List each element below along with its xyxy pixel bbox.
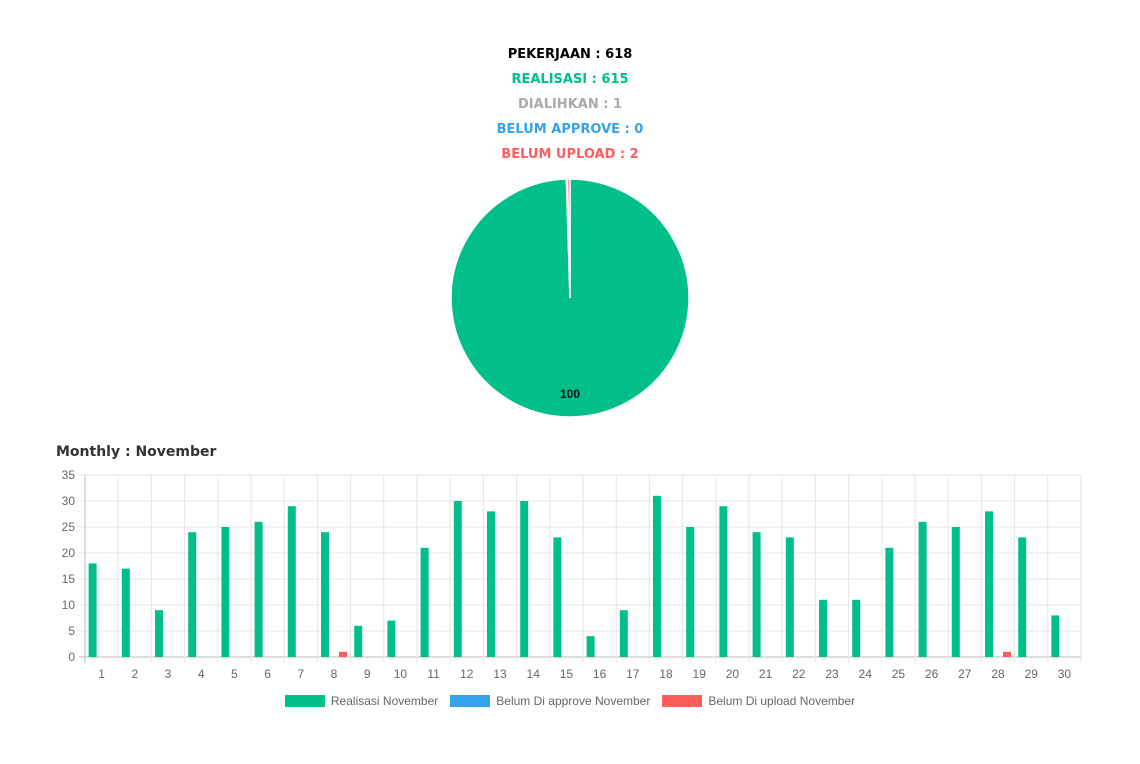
bar-0-22[interactable] (785, 537, 794, 657)
bar-2-8[interactable] (339, 651, 347, 657)
bar-0-11[interactable] (420, 547, 429, 657)
bar-0-8[interactable] (321, 532, 329, 657)
legend-swatch-belum-upload (662, 695, 703, 707)
x-tick-label: 18 (659, 667, 673, 681)
legend-label-belum-upload: Belum Di upload November (708, 694, 856, 708)
chart-legend: Realisasi November Belum Di approve Nove… (0, 694, 1140, 708)
summary-realisasi: REALISASI : 615 (511, 72, 629, 87)
bar-0-29[interactable] (1018, 537, 1027, 657)
y-tick-label: 30 (62, 494, 76, 508)
x-tick-label: 8 (331, 667, 338, 681)
bar-0-4[interactable] (188, 532, 197, 657)
bar-0-3[interactable] (155, 610, 163, 657)
summary-dialihkan: DIALIHKAN : 1 (518, 97, 622, 112)
x-tick-label: 27 (958, 667, 972, 681)
legend-swatch-realisasi (284, 695, 325, 707)
x-tick-label: 17 (626, 667, 640, 681)
bar-0-27[interactable] (951, 527, 960, 657)
bar-0-25[interactable] (885, 547, 894, 657)
x-tick-label: 13 (493, 667, 507, 681)
x-tick-label: 10 (394, 667, 408, 681)
x-tick-label: 29 (1025, 667, 1039, 681)
x-tick-label: 30 (1058, 667, 1072, 681)
summary-belum-upload: BELUM UPLOAD : 2 (501, 147, 639, 162)
bar-0-5[interactable] (221, 527, 230, 657)
bar-0-6[interactable] (254, 521, 263, 657)
x-tick-label: 22 (792, 667, 806, 681)
pie-data-label: 100 (560, 387, 580, 401)
x-tick-label: 26 (925, 667, 939, 681)
monthly-title: Monthly : November (56, 444, 217, 460)
x-tick-label: 25 (892, 667, 906, 681)
x-tick-label: 21 (759, 667, 773, 681)
bar-0-13[interactable] (487, 511, 495, 657)
pie-slice-3[interactable] (566, 178, 571, 299)
bar-0-9[interactable] (354, 625, 363, 657)
x-tick-label: 23 (825, 667, 839, 681)
y-tick-label: 10 (62, 598, 76, 612)
legend-item-realisasi[interactable]: Realisasi November (284, 694, 439, 708)
legend-label-realisasi: Realisasi November (330, 694, 439, 708)
bar-0-19[interactable] (686, 527, 695, 657)
summary-belum-approve: BELUM APPROVE : 0 (496, 122, 644, 137)
legend-item-belum-upload[interactable]: Belum Di upload November (662, 694, 855, 708)
bar-0-15[interactable] (553, 537, 562, 657)
bar-0-1[interactable] (88, 563, 97, 657)
y-tick-label: 35 (62, 468, 76, 482)
summary-panel: PEKERJAAN : 618 REALISASI : 615 DIALIHKA… (0, 42, 1140, 167)
x-tick-label: 16 (593, 667, 607, 681)
x-tick-label: 11 (427, 667, 440, 681)
bar-0-2[interactable] (121, 568, 130, 657)
bar-0-30[interactable] (1051, 615, 1060, 657)
bar-0-20[interactable] (719, 506, 728, 657)
x-tick-label: 28 (991, 667, 1005, 681)
x-tick-label: 7 (297, 667, 304, 681)
bar-0-17[interactable] (619, 610, 628, 657)
x-tick-label: 20 (726, 667, 740, 681)
x-tick-label: 5 (231, 667, 238, 681)
bar-2-28[interactable] (1003, 651, 1011, 657)
bar-0-23[interactable] (819, 599, 827, 657)
x-tick-label: 12 (460, 667, 474, 681)
bar-0-24[interactable] (852, 599, 861, 657)
x-tick-label: 24 (859, 667, 873, 681)
legend-item-belum-approve[interactable]: Belum Di approve November (450, 694, 650, 708)
summary-pekerjaan: PEKERJAAN : 618 (507, 47, 633, 62)
y-tick-label: 20 (62, 546, 76, 560)
bar-0-7[interactable] (287, 506, 296, 657)
bar-0-16[interactable] (586, 636, 595, 657)
x-tick-label: 9 (364, 667, 371, 681)
bar-0-14[interactable] (520, 501, 529, 657)
x-tick-label: 2 (131, 667, 138, 681)
y-tick-label: 25 (62, 520, 76, 534)
bar-0-26[interactable] (918, 521, 927, 657)
x-tick-label: 6 (264, 667, 271, 681)
x-tick-label: 3 (165, 667, 172, 681)
x-tick-label: 19 (693, 667, 707, 681)
x-tick-label: 1 (98, 667, 105, 681)
y-tick-label: 15 (62, 572, 76, 586)
bar-0-12[interactable] (453, 501, 462, 657)
legend-label-belum-approve: Belum Di approve November (496, 694, 651, 708)
bar-0-18[interactable] (653, 495, 661, 657)
bar-0-21[interactable] (752, 532, 761, 657)
y-tick-label: 5 (68, 624, 75, 638)
x-tick-label: 4 (198, 667, 205, 681)
legend-swatch-belum-approve (450, 695, 491, 707)
y-tick-label: 0 (68, 650, 75, 664)
bar-0-28[interactable] (985, 511, 993, 657)
x-tick-label: 15 (560, 667, 574, 681)
pie-chart: 100 (450, 178, 690, 418)
bar-0-10[interactable] (387, 620, 396, 657)
x-tick-label: 14 (527, 667, 541, 681)
